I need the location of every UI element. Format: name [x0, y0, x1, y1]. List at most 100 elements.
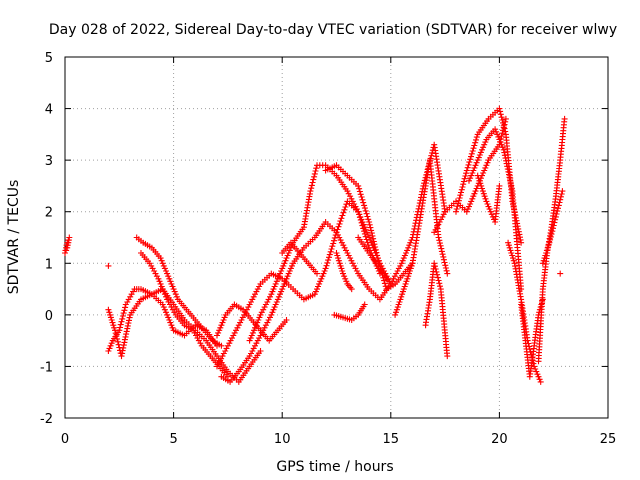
data-point: [64, 244, 71, 251]
data-point: [169, 283, 176, 290]
data-point: [437, 283, 443, 290]
data-point: [114, 335, 121, 342]
data-point: [405, 273, 412, 280]
data-point: [340, 242, 347, 249]
data-point: [463, 167, 470, 174]
data-point: [120, 310, 127, 317]
data-point: [361, 230, 368, 237]
data-point: [497, 108, 504, 115]
data-point: [339, 212, 346, 219]
data-point: [504, 166, 511, 173]
data-point: [248, 332, 255, 339]
data-point: [167, 319, 174, 326]
data-point: [557, 193, 564, 200]
data-point: [249, 296, 256, 303]
data-point: [365, 242, 372, 248]
data-point: [443, 267, 450, 274]
data-point: [340, 209, 347, 216]
y-tick-label: 5: [45, 51, 53, 66]
x-tick-label: 15: [383, 432, 400, 447]
data-point: [437, 242, 444, 249]
data-point: [455, 200, 462, 207]
data-point: [473, 185, 480, 192]
data-point: [268, 311, 275, 318]
data-point: [335, 223, 342, 230]
data-point: [401, 283, 408, 290]
data-point: [316, 280, 323, 287]
data-point: [248, 299, 254, 305]
data-point: [165, 273, 172, 280]
data-point: [434, 271, 441, 278]
data-point: [502, 115, 509, 122]
data-point: [119, 313, 126, 319]
data-point: [481, 167, 488, 174]
data-point: [458, 186, 465, 193]
data-point: [552, 216, 559, 223]
data-point: [393, 309, 399, 316]
data-point: [123, 331, 130, 338]
data-point: [468, 150, 475, 157]
data-point: [159, 301, 166, 308]
data-point: [394, 304, 401, 311]
data-point: [509, 252, 516, 259]
data-point: [219, 353, 226, 360]
data-point: [308, 185, 315, 192]
data-point: [547, 236, 554, 243]
data-point: [479, 188, 486, 195]
data-point: [332, 232, 339, 239]
data-point: [122, 304, 129, 311]
x-tick-label: 10: [274, 432, 291, 447]
data-point: [311, 291, 318, 298]
data-point: [282, 257, 289, 264]
data-point: [355, 208, 362, 215]
data-point: [361, 228, 368, 235]
data-point: [497, 111, 504, 118]
data-point: [352, 265, 359, 272]
data-point: [358, 194, 365, 200]
data-point: [169, 306, 176, 313]
data-point: [441, 259, 448, 266]
data-point: [173, 293, 180, 300]
data-point: [374, 252, 381, 259]
data-point: [359, 222, 366, 229]
data-point: [220, 317, 227, 323]
data-point: [257, 311, 264, 318]
data-point: [362, 233, 369, 240]
data-point: [123, 328, 130, 335]
data-point: [172, 291, 179, 298]
data-point: [272, 280, 279, 287]
data-point: [118, 353, 125, 360]
data-point: [252, 342, 258, 349]
data-point: [507, 177, 514, 184]
data-point: [484, 201, 491, 207]
data-point: [160, 304, 167, 311]
data-point: [381, 277, 388, 284]
data-point: [500, 119, 506, 126]
data-point: [453, 206, 460, 212]
data-point: [348, 257, 355, 264]
data-point: [541, 255, 548, 262]
data-point: [197, 340, 204, 347]
data-point: [314, 270, 320, 277]
data-point: [334, 252, 341, 259]
data-point: [348, 195, 355, 202]
data-point: [506, 174, 513, 181]
data-point: [364, 239, 371, 246]
data-point: [466, 203, 472, 210]
data-point: [462, 173, 469, 179]
data-point: [398, 293, 405, 300]
data-point: [503, 160, 510, 167]
data-point: [506, 244, 513, 251]
data-point: [440, 256, 447, 263]
data-point: [548, 231, 555, 238]
data-point: [285, 270, 292, 277]
data-point: [505, 168, 512, 175]
data-point: [518, 239, 525, 246]
data-point: [334, 226, 341, 233]
data-point: [397, 262, 404, 269]
data-point: [381, 280, 388, 287]
data-point: [373, 249, 380, 256]
data-point: [167, 301, 173, 308]
data-point: [368, 227, 375, 234]
